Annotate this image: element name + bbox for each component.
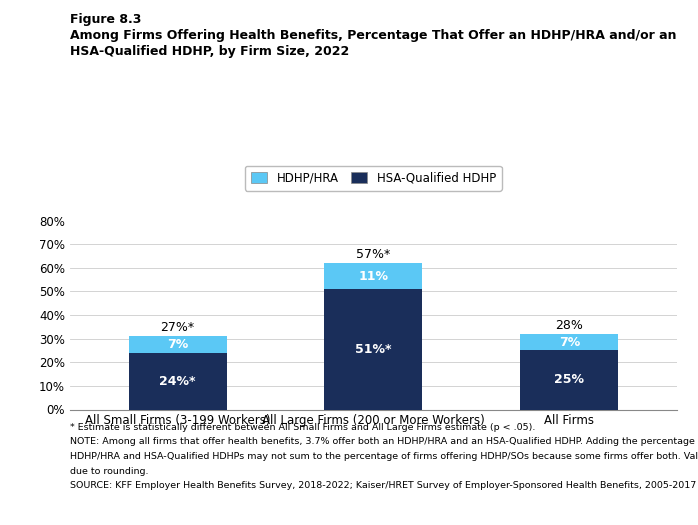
Text: 24%*: 24%*: [159, 375, 196, 387]
Bar: [128, 337, 227, 353]
Text: SOURCE: KFF Employer Health Benefits Survey, 2018-2022; Kaiser/HRET Survey of Em: SOURCE: KFF Employer Health Benefits Sur…: [70, 481, 696, 490]
Bar: [325, 263, 422, 289]
Text: 57%*: 57%*: [356, 248, 391, 261]
Text: 27%*: 27%*: [161, 321, 195, 334]
Text: 7%: 7%: [167, 338, 188, 351]
Bar: [520, 334, 618, 351]
Bar: [520, 351, 618, 410]
Text: 11%: 11%: [359, 269, 388, 282]
Text: 28%: 28%: [556, 319, 584, 332]
Bar: [325, 289, 422, 410]
Text: NOTE: Among all firms that offer health benefits, 3.7% offer both an HDHP/HRA an: NOTE: Among all firms that offer health …: [70, 437, 698, 446]
Text: 51%*: 51%*: [355, 343, 392, 356]
Text: 7%: 7%: [558, 335, 580, 349]
Text: 25%: 25%: [554, 373, 584, 386]
Text: due to rounding.: due to rounding.: [70, 467, 148, 476]
Legend: HDHP/HRA, HSA-Qualified HDHP: HDHP/HRA, HSA-Qualified HDHP: [245, 166, 502, 191]
Text: Among Firms Offering Health Benefits, Percentage That Offer an HDHP/HRA and/or a: Among Firms Offering Health Benefits, Pe…: [70, 29, 676, 42]
Text: Figure 8.3: Figure 8.3: [70, 13, 141, 26]
Text: HSA-Qualified HDHP, by Firm Size, 2022: HSA-Qualified HDHP, by Firm Size, 2022: [70, 45, 349, 58]
Text: * Estimate is statistically different between All Small Firms and All Large Firm: * Estimate is statistically different be…: [70, 423, 535, 432]
Text: HDHP/HRA and HSA-Qualified HDHPs may not sum to the percentage of firms offering: HDHP/HRA and HSA-Qualified HDHPs may not…: [70, 452, 698, 461]
Bar: [128, 353, 227, 410]
